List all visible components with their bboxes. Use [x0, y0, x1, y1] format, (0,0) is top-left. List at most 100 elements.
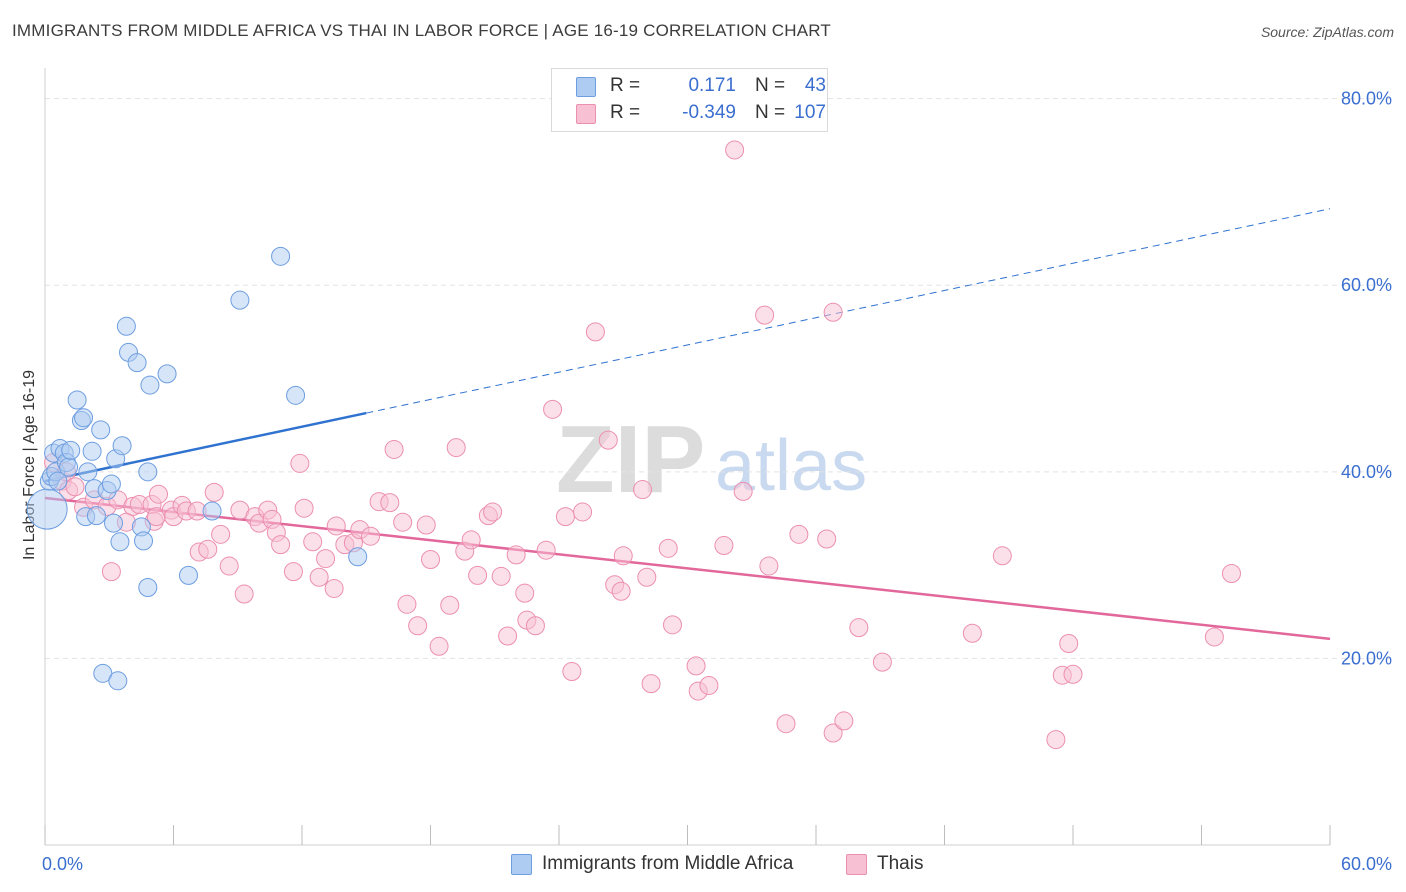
point-thais — [962, 623, 982, 643]
point-thais — [759, 556, 779, 576]
point-thais — [303, 532, 323, 552]
point-thais — [611, 581, 631, 601]
n-label: N = — [755, 75, 786, 96]
point-thais — [776, 714, 796, 734]
point-middle-africa — [86, 506, 106, 526]
point-thais — [834, 711, 854, 731]
point-thais — [849, 618, 869, 638]
point-thais — [324, 578, 344, 598]
point-thais — [633, 480, 653, 500]
point-thais — [515, 583, 535, 603]
y-tick-label: 40.0% — [1341, 462, 1392, 482]
point-thais — [498, 626, 518, 646]
point-thais — [380, 493, 400, 513]
point-middle-africa — [178, 565, 198, 585]
gridlines — [45, 98, 1392, 659]
point-thais — [294, 498, 314, 518]
point-thais — [234, 584, 254, 604]
point-thais — [817, 529, 837, 549]
point-middle-africa — [101, 474, 121, 494]
point-thais — [271, 535, 291, 555]
point-thais — [421, 550, 440, 570]
point-middle-africa — [93, 663, 113, 683]
r-value: 0.171 — [688, 75, 736, 96]
n-value: 43 — [804, 75, 826, 96]
point-thais — [483, 502, 503, 522]
point-thais — [506, 545, 526, 565]
point-thais — [219, 556, 239, 576]
point-thais — [446, 438, 466, 458]
point-thais — [637, 567, 657, 587]
point-middle-africa — [78, 462, 98, 482]
bottom-legend-label: Thais — [877, 853, 924, 874]
point-thais — [823, 723, 843, 743]
bottom-legend-swatch-blue — [511, 854, 532, 875]
point-thais — [326, 516, 346, 536]
point-thais — [211, 524, 231, 544]
point-thais — [290, 453, 310, 473]
x-tick-label: 0.0% — [42, 854, 83, 874]
point-thais — [361, 526, 381, 546]
point-thais — [573, 502, 593, 522]
point-thais — [543, 399, 563, 419]
point-thais — [663, 615, 683, 635]
point-thais — [198, 539, 218, 559]
point-middle-africa — [271, 246, 291, 266]
watermark-zip: ZIP — [556, 406, 705, 513]
y-tick-label: 60.0% — [1341, 275, 1392, 295]
point-thais — [823, 302, 843, 322]
point-middle-africa — [138, 462, 158, 482]
point-middle-africa — [48, 471, 68, 491]
bottom-legend-label: Immigrants from Middle Africa — [542, 853, 794, 874]
point-thais — [872, 652, 892, 672]
point-thais — [393, 512, 413, 532]
point-middle-africa — [104, 513, 124, 533]
point-thais — [686, 656, 706, 676]
point-thais — [316, 549, 336, 569]
r-label: R = — [610, 75, 641, 96]
point-thais — [1059, 633, 1079, 653]
point-thais — [725, 140, 745, 160]
point-thais — [309, 567, 329, 587]
point-thais — [555, 507, 575, 527]
point-thais — [658, 538, 678, 558]
point-thais — [384, 439, 404, 459]
point-thais — [101, 562, 121, 582]
point-middle-africa — [91, 420, 111, 440]
point-middle-africa — [116, 316, 136, 336]
point-thais — [429, 636, 449, 656]
point-middle-africa — [134, 531, 154, 551]
y-tick-label: 80.0% — [1341, 89, 1392, 109]
point-thais — [440, 595, 460, 615]
point-middle-africa — [26, 488, 68, 530]
point-thais — [613, 546, 633, 566]
bottom-legend-swatch-pink — [846, 854, 867, 875]
point-thais — [204, 482, 224, 502]
point-thais — [1063, 664, 1083, 684]
point-middle-africa — [59, 457, 79, 477]
r-label: R = — [610, 102, 641, 123]
point-thais — [283, 562, 303, 582]
point-thais — [536, 540, 556, 560]
point-middle-africa — [286, 385, 306, 405]
point-thais — [699, 675, 719, 695]
trend-line-middle-africa — [44, 411, 367, 483]
point-thais — [468, 565, 488, 585]
tick-labels: 20.0% 40.0% 60.0% 80.0% 0.0% 60.0% — [42, 89, 1392, 874]
point-thais — [65, 477, 85, 497]
point-thais — [461, 530, 481, 550]
point-middle-africa — [202, 501, 222, 521]
point-thais — [408, 616, 428, 636]
point-thais — [733, 481, 753, 501]
point-middle-africa — [127, 353, 147, 373]
trend-line-middle-africa-extension — [366, 208, 1331, 414]
n-value: 107 — [794, 102, 826, 123]
point-middle-africa — [230, 290, 250, 310]
r-value: -0.349 — [682, 102, 736, 123]
point-middle-africa — [82, 441, 102, 461]
n-label: N = — [755, 102, 786, 123]
point-middle-africa — [138, 578, 158, 598]
point-thais — [491, 566, 511, 586]
chart-title: IMMIGRANTS FROM MIDDLE AFRICA VS THAI IN… — [12, 21, 832, 40]
